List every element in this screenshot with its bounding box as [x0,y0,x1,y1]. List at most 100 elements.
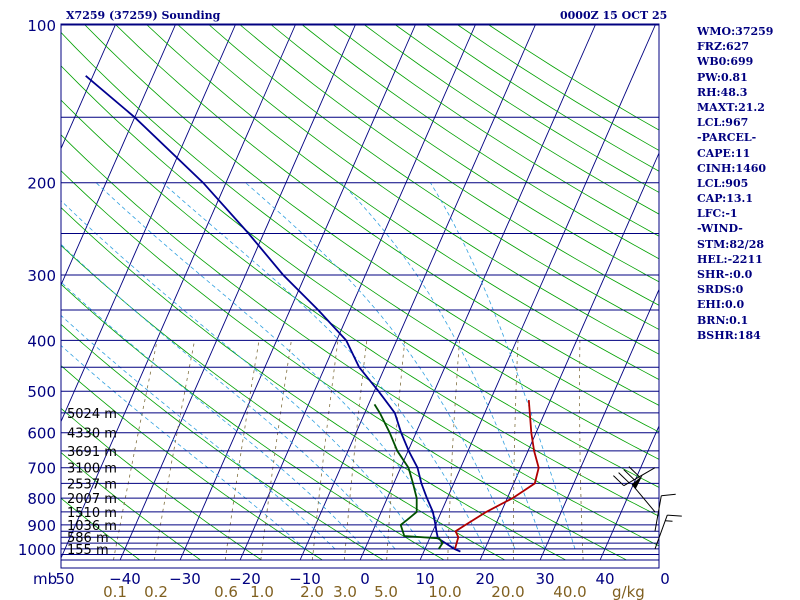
height-label: 3691 m [67,445,117,460]
dry-adiabat-line [61,31,659,460]
sounding-profiles [85,75,540,553]
moist-adiabat-line [95,182,456,550]
wind-barb [654,493,676,532]
isotherm-line [539,288,659,561]
temperature-tick-label: 30 [535,570,554,588]
wind-barb-full [613,475,625,487]
mixing-ratio-line [386,340,406,561]
moist-adiabat-line [162,182,486,550]
isotherm-line [599,424,659,561]
isotherm-line [179,24,416,561]
index-value: WMO:37259 [697,25,774,38]
mixing-ratio-label: 20.0 [491,583,524,600]
mixing-ratio-line [312,340,339,561]
index-value: RH:48.3 [697,85,748,99]
wind-barb-full [628,466,640,478]
wetbulb-profile [454,400,540,550]
isotherm-line [419,24,656,561]
mixing-ratio-line [343,340,368,561]
index-value: BRN:0.1 [697,313,749,327]
index-value: BSHR:184 [697,328,761,342]
pressure-label: 900 [27,517,56,535]
isotherm-line [359,24,596,561]
wind-barb-full [623,469,635,481]
index-value: MAXT:21.2 [697,100,765,114]
dry-adiabat-line [61,99,659,517]
dry-adiabat-line [177,24,659,355]
chart-title: X7259 (37259) Sounding [66,9,221,22]
temperature-tick-label: 20 [475,570,494,588]
mixing-ratio-line [512,340,519,560]
temperature-tick-label: −10 [289,570,321,588]
height-label: 5024 m [67,407,117,422]
mixing-ratio-label: 10.0 [428,583,461,600]
dry-adiabat-line [61,244,505,561]
dry-adiabat-line [61,206,566,561]
temperature-tick-label: −20 [229,570,261,588]
index-value: -WIND- [697,222,743,236]
dry-adiabat-line [302,24,659,260]
height-label: 2537 m [67,477,117,492]
height-label: 586 m [67,531,109,546]
dry-adiabat-line [61,407,262,561]
valid-time: 0000Z 15 OCT 25 [560,9,668,22]
pressure-label: 800 [27,490,56,508]
isotherm-line [479,151,659,561]
wind-barb [654,514,682,550]
temperature-profile [85,75,461,553]
height-label: 2007 m [67,492,117,507]
mixing-ratio-label: 0.1 [103,583,127,600]
moist-adiabat-line [340,182,546,550]
mixing-ratio-line [447,340,460,560]
wind-barb-staff [631,483,656,513]
dry-adiabat-line [240,24,659,306]
index-value: SRDS:0 [697,283,744,297]
pressure-label: 200 [27,175,56,193]
dry-adiabat-line [146,24,659,380]
index-value: FRZ:627 [697,40,750,54]
isotherm-line [119,24,356,561]
mixing-ratio-line [113,340,158,561]
dewpoint-profile [373,403,444,550]
dry-adiabat-line [61,65,659,488]
index-value: LFC:-1 [697,207,738,221]
mixing-ratio-label: 40.0 [553,583,586,600]
mixing-ratio-line [224,340,260,561]
height-label: 3100 m [67,462,117,477]
index-value: STM:82/28 [697,237,764,251]
pressure-label: 1000 [18,541,56,559]
index-value: EHI:0.0 [697,298,745,312]
mixing-ratio-line [154,340,195,561]
dry-adiabat-line [115,24,659,406]
index-value: CAP:13.1 [697,192,754,206]
wind-barb-staff [654,514,668,550]
isotherm-line [61,24,296,560]
temperature-tick-label: −40 [109,570,141,588]
temperature-tick-label: 10 [415,570,434,588]
dry-adiabat-line [271,24,659,283]
index-value: LCL:967 [697,116,749,130]
mixing-ratio-line [260,340,292,561]
background-grid [61,24,659,561]
index-value: LCL:905 [697,176,749,190]
index-value: HEL:-2211 [697,252,763,266]
mixing-ratio-label: 2.0 [300,583,324,600]
dry-adiabat-line [61,451,201,561]
dry-adiabat-line [61,497,141,561]
wind-barb-full [661,493,676,497]
index-value: -PARCEL- [697,131,757,145]
mixing-ratio-label: 0.2 [144,583,168,600]
wind-barb-full [618,472,630,484]
wind-barb-staff [654,495,662,532]
mixing-ratio-label: 0.6 [214,583,238,600]
index-value: CINH:1460 [697,161,767,175]
index-value: WB0:699 [697,55,754,69]
height-label: 155 m [67,543,109,558]
temperature-tick-label: 40 [595,570,614,588]
moist-adiabat-line [430,182,576,550]
dry-adiabat-line [61,365,323,561]
wind-barb-full [667,514,682,517]
